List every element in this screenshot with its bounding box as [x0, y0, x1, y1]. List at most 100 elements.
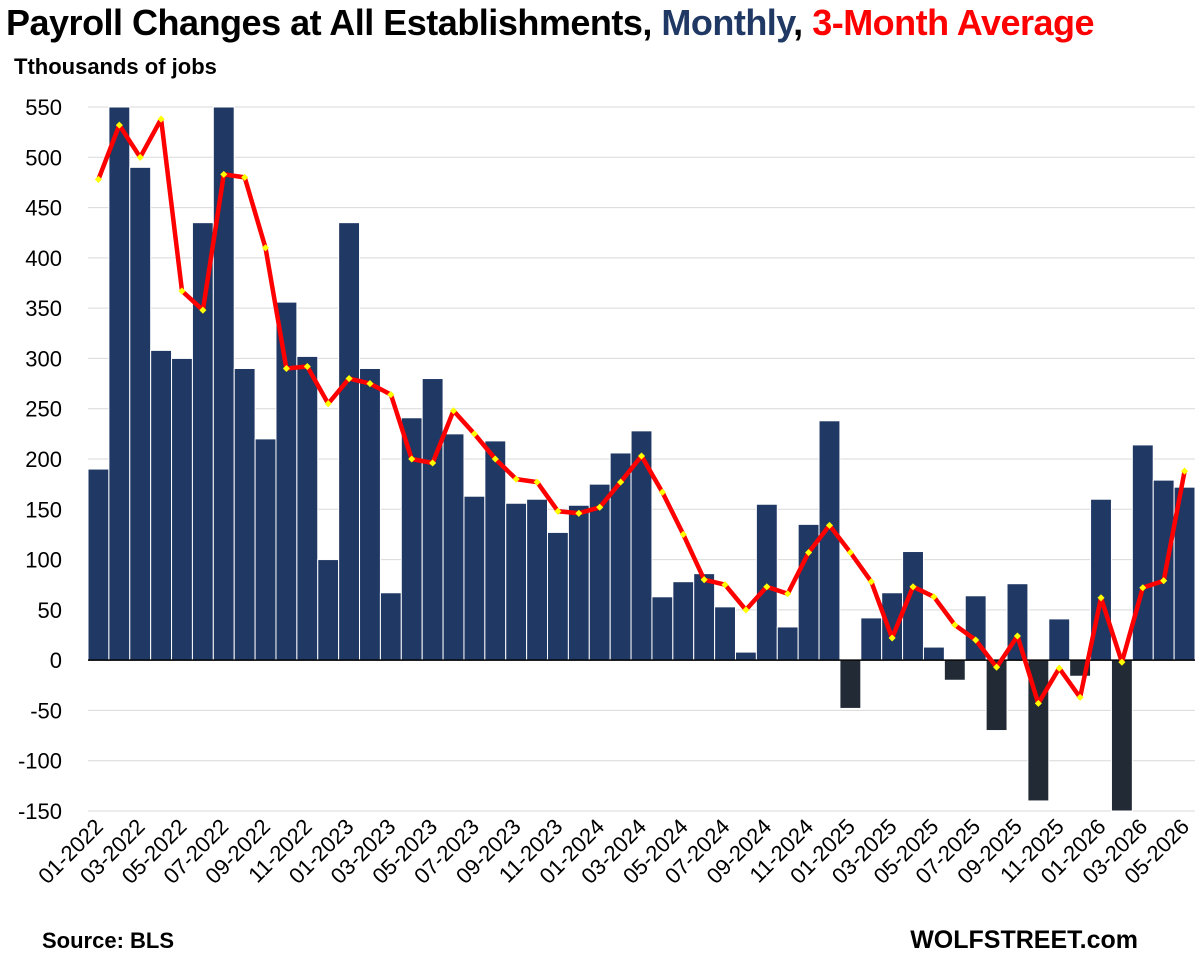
monthly-bar: [860, 617, 883, 661]
chart-title: Payroll Changes at All Establishments, M…: [6, 2, 1095, 44]
average-point: [324, 400, 332, 408]
average-point: [972, 636, 980, 644]
x-axis-ticks: 01-202203-202205-202207-202209-202211-20…: [33, 814, 1194, 889]
y-tick-label: 400: [25, 246, 62, 271]
monthly-bar: [484, 440, 507, 661]
monthly-bar: [526, 498, 549, 661]
average-point: [178, 287, 186, 295]
monthly-bar: [191, 222, 214, 661]
title-main: Payroll Changes at All Establishments,: [6, 2, 662, 43]
average-point: [596, 503, 604, 511]
average-point: [721, 581, 729, 589]
average-point: [909, 583, 917, 591]
average-point: [387, 391, 395, 399]
monthly-bar: [714, 606, 736, 661]
monthly-bar: [442, 433, 465, 661]
monthly-bar: [129, 166, 152, 661]
y-tick-label: 450: [25, 196, 62, 221]
y-axis-ticks: 550500450400350300250200150100500-50-100…: [18, 95, 62, 824]
average-point: [429, 459, 437, 467]
monthly-bar: [150, 349, 173, 661]
monthly-bar: [233, 367, 256, 661]
average-point: [888, 634, 896, 642]
monthly-bar: [651, 596, 674, 661]
average-point: [763, 583, 771, 591]
average-point: [805, 548, 813, 557]
title-separator: ,: [793, 2, 813, 43]
y-tick-label: 150: [25, 497, 62, 522]
monthly-bar: [317, 559, 340, 661]
average-point: [470, 430, 478, 438]
monthly-bar: [776, 626, 799, 661]
monthly-bar: [755, 503, 778, 661]
average-point: [533, 478, 541, 486]
title-average: 3-Month Average: [812, 2, 1095, 43]
y-tick-label: -150: [18, 799, 62, 824]
average-point: [867, 578, 875, 586]
average-line: [94, 115, 1189, 707]
monthly-bar: [359, 367, 381, 661]
monthly-bar: [943, 659, 966, 681]
monthly-bars: [87, 106, 1196, 812]
average-point: [679, 530, 687, 538]
y-tick-label: -50: [30, 698, 62, 723]
average-point: [136, 153, 144, 161]
average-point: [345, 375, 353, 383]
average-point: [658, 488, 666, 496]
title-monthly: Monthly: [661, 2, 794, 43]
average-point: [512, 475, 520, 483]
monthly-bar: [1110, 659, 1133, 812]
average-point: [408, 455, 416, 463]
monthly-bar: [296, 355, 319, 661]
source-note: Source: BLS: [42, 928, 175, 953]
average-point: [115, 121, 123, 129]
monthly-bar: [693, 573, 716, 661]
monthly-bar: [463, 495, 486, 661]
average-point: [700, 576, 708, 584]
average-point: [262, 244, 270, 252]
y-tick-label: 500: [25, 145, 62, 170]
average-point: [637, 452, 646, 460]
monthly-bar: [505, 502, 528, 661]
monthly-bar: [212, 106, 235, 661]
average-point: [282, 364, 290, 373]
average-point: [366, 380, 374, 388]
monthly-bar: [818, 420, 841, 661]
average-point: [449, 407, 458, 415]
y-tick-label: 0: [50, 648, 62, 673]
average-point: [617, 478, 625, 486]
monthly-bar: [254, 438, 277, 661]
monthly-bar: [87, 468, 110, 661]
monthly-bar: [734, 651, 757, 661]
monthly-bar: [171, 357, 193, 661]
brand-label: WOLFSTREET.com: [910, 926, 1138, 954]
monthly-bar: [672, 581, 695, 661]
average-point: [1013, 632, 1021, 640]
average-point: [993, 663, 1001, 671]
y-tick-label: 350: [25, 296, 62, 321]
y-tick-label: 250: [25, 397, 62, 422]
average-point: [930, 593, 938, 601]
monthly-bar: [379, 592, 402, 661]
average-point: [951, 621, 959, 629]
y-tick-label: -100: [18, 749, 62, 774]
average-point: [157, 115, 165, 123]
y-tick-label: 200: [25, 447, 62, 472]
y-tick-label: 100: [25, 548, 62, 573]
y-tick-label: 550: [25, 95, 62, 120]
average-point: [303, 362, 311, 371]
y-tick-label: 300: [25, 346, 62, 371]
monthly-bar: [839, 659, 862, 709]
average-point: [220, 170, 228, 178]
average-point: [491, 455, 499, 463]
monthly-bar: [1048, 618, 1071, 661]
average-point: [575, 509, 583, 517]
monthly-bar: [338, 222, 361, 661]
average-point: [825, 521, 834, 529]
monthly-bar: [421, 378, 444, 661]
monthly-bar: [922, 646, 945, 661]
monthly-bar: [881, 592, 904, 661]
monthly-bar: [547, 531, 569, 661]
average-point: [199, 306, 207, 314]
